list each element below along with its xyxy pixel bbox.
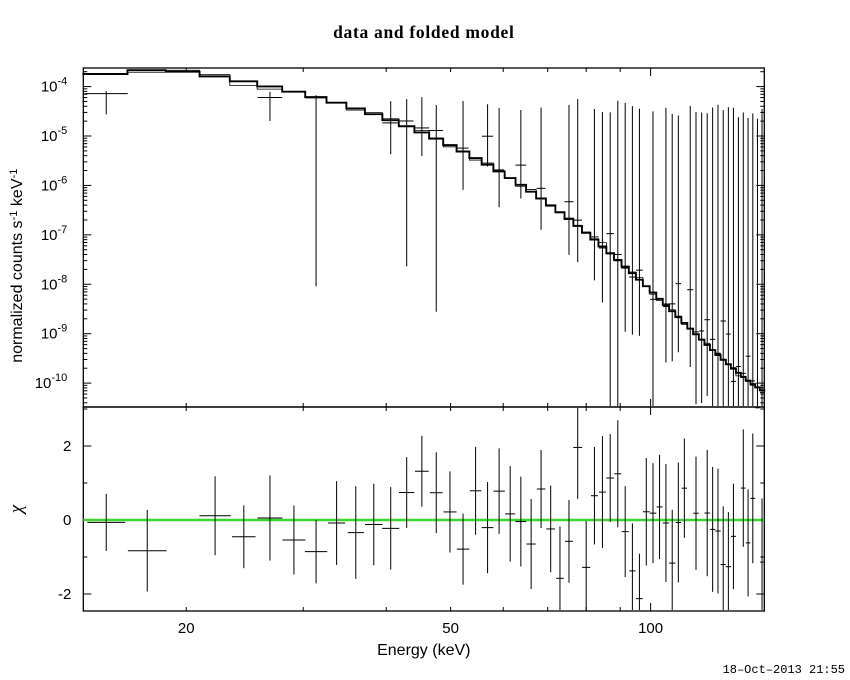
svg-text:10-8: 10-8: [41, 273, 67, 293]
svg-text:50: 50: [442, 620, 459, 637]
svg-text:10-4: 10-4: [41, 76, 67, 96]
svg-text:10-6: 10-6: [41, 174, 67, 194]
svg-text:20: 20: [178, 620, 195, 637]
svg-text:data and folded model: data and folded model: [333, 22, 514, 42]
svg-text:10-7: 10-7: [41, 224, 67, 244]
svg-text:100: 100: [638, 620, 663, 637]
svg-text:10-9: 10-9: [41, 323, 67, 343]
svg-text:-2: -2: [58, 586, 71, 603]
svg-text:0: 0: [63, 512, 71, 529]
svg-text:Energy (keV): Energy (keV): [377, 642, 470, 659]
svg-text:2: 2: [63, 438, 71, 455]
svg-text:normalized counts s-1 keV-1: normalized counts s-1 keV-1: [8, 169, 26, 363]
svg-text:χ: χ: [6, 504, 27, 515]
svg-text:10-5: 10-5: [41, 125, 67, 145]
svg-text:10-10: 10-10: [35, 372, 68, 392]
svg-text:18–Oct–2013 21:55: 18–Oct–2013 21:55: [723, 663, 845, 677]
